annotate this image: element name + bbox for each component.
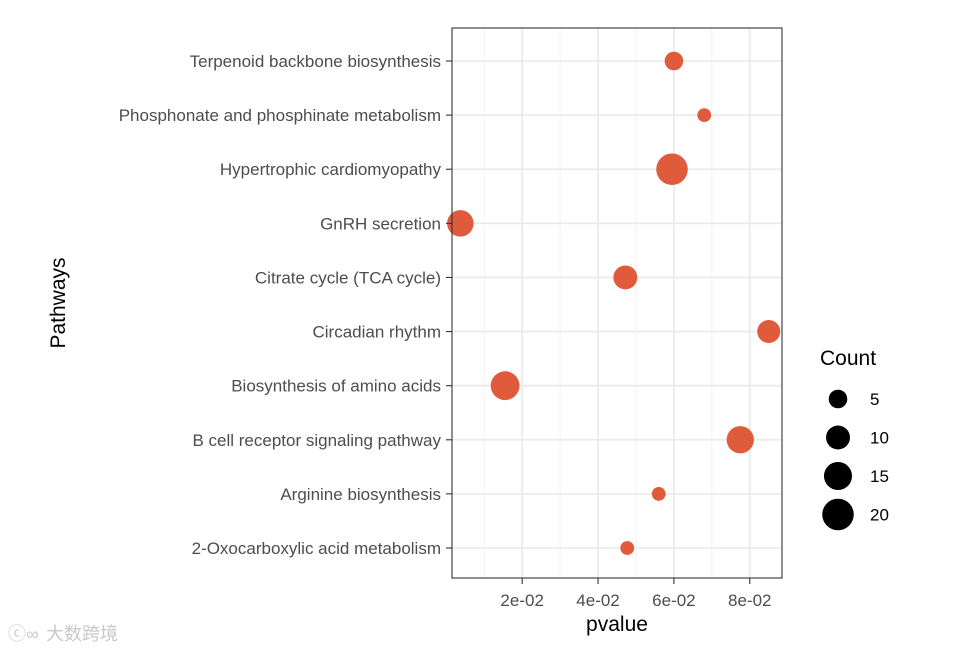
data-point	[757, 320, 781, 344]
legend-title: Count	[820, 347, 876, 370]
y-axis-title: Pathways	[47, 257, 70, 348]
panel-border	[451, 27, 783, 579]
legend-key-label: 5	[870, 390, 879, 409]
x-axis: 2e-02 4e-02 6e-02 8e-02	[500, 578, 772, 610]
y-tick-label: Arginine biosynthesis	[280, 485, 441, 504]
y-tick-label: Hypertrophic cardiomyopathy	[220, 160, 442, 179]
legend-key-label: 10	[870, 429, 889, 448]
watermark-text: 大数跨境	[46, 624, 118, 644]
data-point	[664, 51, 684, 71]
data-point	[447, 210, 474, 237]
point-layer	[447, 51, 781, 555]
watermark: ⓒ∞ 大数跨境	[8, 624, 118, 644]
y-tick-label: B cell receptor signaling pathway	[192, 431, 441, 450]
legend-key-dot	[828, 389, 848, 409]
data-point	[651, 486, 666, 501]
watermark-logo-icon: ⓒ∞	[8, 624, 39, 644]
data-point	[726, 426, 754, 454]
size-legend: Count 5 10 15 20	[820, 347, 889, 531]
y-tick-label: 2-Oxocarboxylic acid metabolism	[192, 539, 441, 558]
legend-key-label: 20	[870, 506, 889, 525]
panel-background	[452, 28, 782, 578]
y-tick-label: Circadian rhythm	[313, 323, 442, 342]
grid-layer	[452, 28, 782, 578]
x-tick-label: 8e-02	[728, 591, 771, 610]
legend-key-dot	[823, 461, 853, 491]
data-point	[620, 541, 635, 555]
legend-key-dot	[822, 498, 854, 531]
x-tick-label: 6e-02	[652, 591, 695, 610]
x-tick-label: 4e-02	[576, 591, 619, 610]
data-point	[490, 371, 520, 401]
y-tick-label: Citrate cycle (TCA cycle)	[255, 268, 441, 287]
data-point	[656, 153, 688, 185]
data-point	[697, 108, 712, 123]
legend-key-label: 15	[870, 467, 889, 486]
data-point	[613, 265, 638, 290]
y-tick-label: Biosynthesis of amino acids	[231, 377, 441, 396]
legend-key-dot	[826, 425, 850, 450]
y-tick-label: Terpenoid backbone biosynthesis	[190, 52, 441, 71]
y-axis: 2-Oxocarboxylic acid metabolism Arginine …	[119, 52, 452, 558]
y-tick-label: GnRH secretion	[320, 214, 441, 233]
y-tick-label: Phosphonate and phosphinate metabolism	[119, 106, 441, 125]
x-tick-label: 2e-02	[500, 591, 543, 610]
x-axis-title: pvalue	[586, 613, 648, 636]
